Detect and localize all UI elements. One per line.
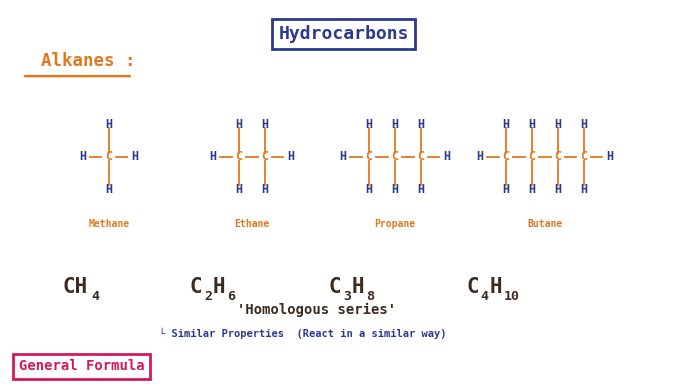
Text: H: H	[340, 150, 346, 163]
Text: H: H	[235, 183, 242, 196]
Text: Methane: Methane	[88, 218, 129, 229]
Text: H: H	[417, 183, 425, 196]
Text: H: H	[105, 183, 113, 196]
Text: H: H	[606, 150, 613, 163]
Text: C: C	[261, 150, 268, 163]
Text: H: H	[131, 150, 138, 163]
Text: H: H	[580, 117, 587, 130]
Text: C: C	[528, 150, 536, 163]
Text: CH: CH	[62, 277, 88, 297]
Text: 'Homologous series': 'Homologous series'	[237, 303, 396, 317]
Text: C: C	[366, 150, 372, 163]
Text: H: H	[209, 150, 217, 163]
Text: H: H	[80, 150, 86, 163]
Text: C: C	[417, 150, 425, 163]
Text: H: H	[489, 277, 502, 297]
Text: Butane: Butane	[528, 218, 563, 229]
Text: 10: 10	[504, 290, 520, 303]
Text: H: H	[261, 117, 268, 130]
Text: H: H	[392, 183, 399, 196]
Text: H: H	[352, 277, 365, 297]
Text: H: H	[105, 117, 113, 130]
Text: C: C	[502, 150, 510, 163]
Text: 4: 4	[480, 290, 488, 303]
Text: H: H	[528, 117, 536, 130]
Text: C: C	[329, 277, 342, 297]
Text: C: C	[235, 150, 242, 163]
Text: C: C	[554, 150, 561, 163]
Text: C: C	[580, 150, 587, 163]
Text: C: C	[466, 277, 479, 297]
Text: H: H	[287, 150, 294, 163]
Text: H: H	[366, 117, 372, 130]
Text: C: C	[392, 150, 399, 163]
Text: C: C	[190, 277, 202, 297]
Text: H: H	[366, 183, 372, 196]
Text: H: H	[554, 183, 561, 196]
Text: H: H	[213, 277, 226, 297]
Text: 3: 3	[343, 290, 351, 303]
Text: H: H	[443, 150, 450, 163]
Text: H: H	[554, 117, 561, 130]
Text: 2: 2	[204, 290, 212, 303]
Text: 6: 6	[227, 290, 235, 303]
Text: H: H	[392, 117, 399, 130]
Text: 4: 4	[91, 290, 99, 303]
Text: General Formula: General Formula	[19, 359, 144, 373]
Text: 8: 8	[366, 290, 375, 303]
Text: H: H	[477, 150, 484, 163]
Text: Hydrocarbons: Hydrocarbons	[279, 25, 409, 43]
Text: C: C	[105, 150, 113, 163]
Text: H: H	[502, 117, 510, 130]
Text: H: H	[580, 183, 587, 196]
Text: Ethane: Ethane	[234, 218, 270, 229]
Text: H: H	[502, 183, 510, 196]
Text: H: H	[261, 183, 268, 196]
Text: H: H	[417, 117, 425, 130]
Text: H: H	[528, 183, 536, 196]
Text: └ Similar Properties  (React in a similar way): └ Similar Properties (React in a similar…	[159, 327, 447, 339]
Text: H: H	[235, 117, 242, 130]
Text: Propane: Propane	[375, 218, 416, 229]
Text: Alkanes :: Alkanes :	[40, 52, 135, 70]
